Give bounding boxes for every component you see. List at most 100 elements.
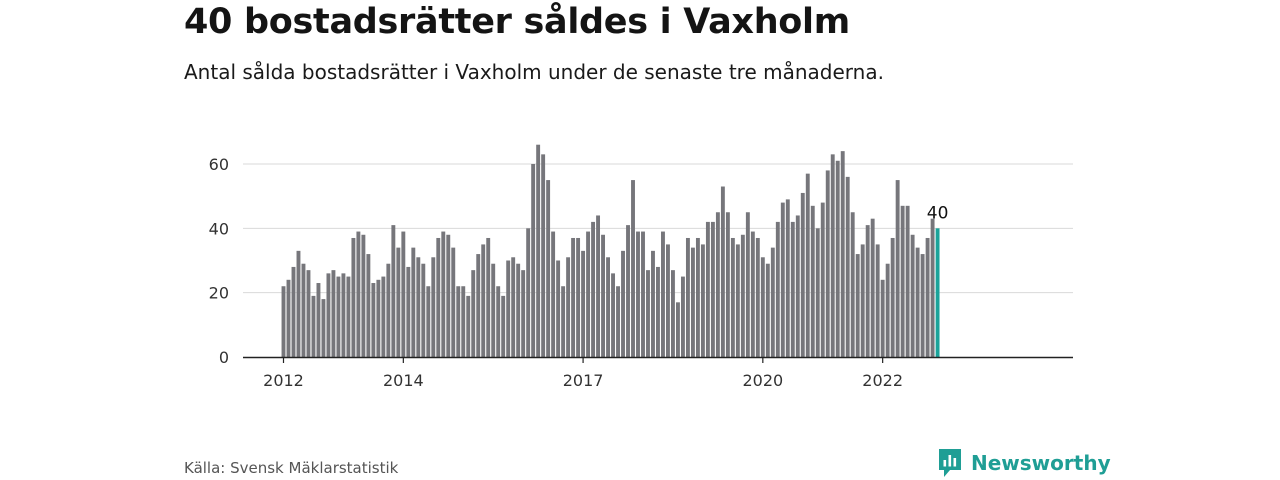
bar (775, 221, 780, 357)
x-tick-label-2012: 2012 (263, 371, 304, 390)
bar (661, 231, 665, 357)
bar (885, 263, 890, 357)
bar (875, 244, 880, 357)
bar (666, 244, 670, 357)
bar (795, 215, 800, 357)
bar (441, 231, 446, 357)
bar (381, 276, 386, 357)
bar (451, 247, 456, 357)
y-tick-label-60: 60 (209, 155, 229, 174)
bar (321, 299, 326, 357)
bar (815, 228, 820, 357)
bar (845, 176, 850, 357)
bar (685, 237, 690, 357)
bar (541, 154, 546, 357)
bar (930, 218, 935, 357)
bar (820, 202, 825, 357)
bar (516, 263, 521, 357)
bar (790, 221, 795, 357)
bar (386, 263, 391, 357)
bar (526, 228, 531, 357)
bar (476, 254, 481, 357)
bar (551, 231, 556, 357)
newsworthy-logo-text: Newsworthy (971, 451, 1111, 475)
bar (361, 234, 366, 357)
bar (636, 231, 640, 357)
bar (426, 286, 431, 357)
bar (481, 244, 486, 357)
bar (316, 283, 321, 357)
bar (895, 180, 900, 357)
bar (700, 244, 705, 357)
bar (830, 154, 835, 357)
x-tick-label-2020: 2020 (742, 371, 783, 390)
bar (376, 279, 381, 357)
bar (456, 286, 461, 357)
bar (880, 279, 885, 357)
bar (486, 237, 491, 357)
bar (925, 237, 930, 357)
bar (621, 250, 625, 357)
bar (626, 225, 630, 357)
bar (421, 263, 426, 357)
bar (705, 221, 710, 357)
highlight-value-label: 40 (927, 203, 949, 223)
bar (810, 205, 815, 357)
bar (576, 237, 581, 357)
bar (496, 286, 501, 357)
bar (800, 192, 805, 357)
bar (536, 144, 541, 357)
bar (616, 286, 620, 357)
bar (910, 234, 915, 357)
bar (391, 225, 396, 357)
bar (641, 231, 645, 357)
bar (770, 247, 775, 357)
bar (865, 225, 870, 357)
bar (690, 247, 695, 357)
bar (356, 231, 361, 357)
bar (680, 276, 685, 357)
bar (331, 270, 336, 357)
bar (915, 247, 920, 357)
bar (676, 302, 680, 357)
bar (710, 221, 715, 357)
newsworthy-logo: Newsworthy (937, 448, 1111, 478)
bar (546, 180, 551, 357)
bar (780, 202, 785, 357)
bar (431, 257, 436, 357)
bar (531, 164, 536, 357)
bar (715, 212, 720, 357)
bar (301, 263, 306, 357)
bar (296, 250, 301, 357)
bar (521, 270, 526, 357)
bar (631, 180, 635, 357)
bar (765, 263, 770, 357)
bar (651, 250, 655, 357)
bar (890, 237, 895, 357)
bar (341, 273, 346, 357)
bar (725, 212, 730, 357)
bar (461, 286, 466, 357)
bar (840, 151, 845, 357)
bar (566, 257, 571, 357)
y-tick-label-40: 40 (209, 219, 229, 238)
bar (735, 244, 740, 357)
bar (745, 212, 750, 357)
bar (401, 231, 406, 357)
bars (281, 144, 940, 357)
bar (561, 286, 566, 357)
bar (860, 244, 865, 357)
bar (730, 237, 735, 357)
bar (581, 250, 586, 357)
bar (511, 257, 516, 357)
bar-highlight (935, 228, 940, 357)
bar (286, 279, 291, 357)
bar (850, 212, 855, 357)
chart-title: 40 bostadsrätter såldes i Vaxholm (184, 2, 850, 42)
bar (591, 221, 596, 357)
bar (785, 199, 790, 357)
bar (281, 286, 286, 357)
bar (825, 170, 830, 357)
y-tick-label-0: 0 (219, 348, 229, 367)
bar (471, 270, 476, 357)
